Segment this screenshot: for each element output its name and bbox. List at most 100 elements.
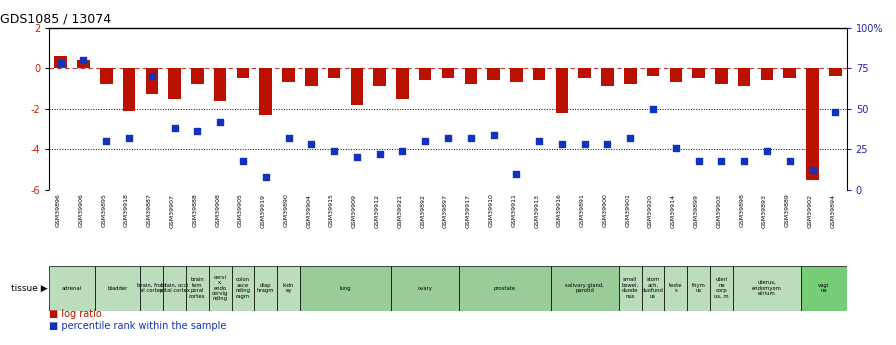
Point <box>692 158 706 163</box>
Bar <box>49 266 95 311</box>
Bar <box>214 68 227 101</box>
Point <box>281 135 296 141</box>
Text: GSM39899: GSM39899 <box>694 194 699 228</box>
Text: GSM39913: GSM39913 <box>534 194 539 228</box>
Point <box>168 125 182 131</box>
Point <box>828 109 842 115</box>
Point <box>373 151 387 157</box>
Bar <box>806 68 819 180</box>
Point <box>737 158 752 163</box>
Bar <box>801 266 847 311</box>
Bar <box>396 68 409 99</box>
Point <box>623 135 637 141</box>
Text: GSM39907: GSM39907 <box>169 194 175 228</box>
Bar <box>715 68 728 84</box>
Text: GSM39908: GSM39908 <box>215 194 220 227</box>
Text: GSM39889: GSM39889 <box>785 194 789 227</box>
Point <box>782 158 797 163</box>
Bar <box>687 266 710 311</box>
Point <box>54 60 68 66</box>
Bar <box>305 68 317 86</box>
Bar <box>510 68 522 82</box>
Text: GSM39900: GSM39900 <box>602 194 607 227</box>
Bar <box>260 68 272 115</box>
Text: GSM39917: GSM39917 <box>466 194 470 228</box>
Bar <box>601 68 614 86</box>
Text: GSM39911: GSM39911 <box>512 194 516 227</box>
Text: GSM39898: GSM39898 <box>739 194 745 227</box>
Text: cervi
x,
endo
cervig
nding: cervi x, endo cervig nding <box>212 275 228 302</box>
Bar <box>328 68 340 78</box>
Text: GSM39903: GSM39903 <box>717 194 721 228</box>
Bar <box>145 68 158 95</box>
Text: GSM39916: GSM39916 <box>557 194 562 227</box>
Bar <box>738 68 751 86</box>
Text: GSM39890: GSM39890 <box>283 194 289 227</box>
Bar <box>123 68 135 111</box>
Point <box>122 135 136 141</box>
Point <box>532 138 547 144</box>
Bar <box>237 68 249 78</box>
Bar <box>710 266 733 311</box>
Point <box>76 57 90 63</box>
Bar <box>141 266 163 311</box>
Text: teste
s: teste s <box>669 283 683 293</box>
Bar <box>665 266 687 311</box>
Point <box>646 106 660 111</box>
Text: GSM39891: GSM39891 <box>580 194 585 227</box>
Text: GSM39905: GSM39905 <box>238 194 243 227</box>
Bar <box>350 68 363 105</box>
Text: bladder: bladder <box>108 286 128 290</box>
Bar <box>647 68 659 76</box>
Point <box>395 148 409 154</box>
Bar <box>77 60 90 68</box>
Text: brain, front
al cortex: brain, front al cortex <box>137 283 167 293</box>
Bar <box>783 68 796 78</box>
Bar <box>619 266 642 311</box>
Text: ■ log ratio: ■ log ratio <box>49 309 102 319</box>
Bar <box>624 68 636 84</box>
Point <box>760 148 774 154</box>
Bar <box>669 68 682 82</box>
Bar <box>487 68 500 80</box>
Text: GSM39896: GSM39896 <box>56 194 61 227</box>
Bar <box>168 68 181 99</box>
Point <box>144 73 159 79</box>
Text: GSM39918: GSM39918 <box>124 194 129 227</box>
Bar <box>533 68 546 80</box>
Text: brain, occi
pital cortex: brain, occi pital cortex <box>159 283 190 293</box>
Text: GSM39901: GSM39901 <box>625 194 630 227</box>
Point <box>668 145 683 150</box>
Text: lung: lung <box>340 286 351 290</box>
Text: GSM39902: GSM39902 <box>807 194 813 228</box>
Point <box>600 141 615 147</box>
Text: GSM39895: GSM39895 <box>101 194 107 227</box>
Bar <box>231 266 254 311</box>
Bar <box>460 266 550 311</box>
Bar <box>254 266 277 311</box>
Text: GSM39892: GSM39892 <box>420 194 426 228</box>
Text: adrenal: adrenal <box>62 286 82 290</box>
Text: GSM39912: GSM39912 <box>375 194 380 228</box>
Text: ovary: ovary <box>418 286 433 290</box>
Point <box>259 174 273 179</box>
Point <box>555 141 569 147</box>
Bar <box>95 266 141 311</box>
Point <box>327 148 341 154</box>
Point <box>190 129 204 134</box>
Point <box>349 155 364 160</box>
Bar <box>100 68 113 84</box>
Text: GSM39919: GSM39919 <box>261 194 266 228</box>
Text: GSM39887: GSM39887 <box>147 194 151 227</box>
Point <box>463 135 478 141</box>
Point <box>806 168 820 173</box>
Bar <box>163 266 186 311</box>
Point <box>236 158 250 163</box>
Bar <box>391 266 460 311</box>
Bar <box>550 266 619 311</box>
Text: GSM39914: GSM39914 <box>671 194 676 228</box>
Text: thym
us: thym us <box>692 283 705 293</box>
Text: prostate: prostate <box>494 286 516 290</box>
Bar <box>829 68 841 76</box>
Bar <box>209 266 231 311</box>
